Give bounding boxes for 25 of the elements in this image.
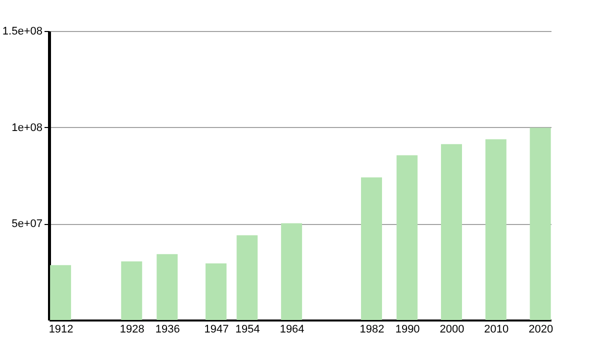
y-tick-label: 1.5e+08 [2, 26, 42, 38]
x-tick-label: 1954 [235, 324, 260, 336]
bar [530, 128, 551, 320]
x-tick-label: 2020 [528, 324, 554, 336]
x-tick-label: 1947 [204, 324, 229, 336]
bar [485, 139, 506, 320]
y-tick-label: 5e+07 [12, 218, 42, 230]
bar [50, 265, 72, 320]
x-tick-label: 1928 [120, 324, 144, 336]
y-tick-label: 1e+08 [12, 122, 42, 134]
bar [156, 254, 178, 320]
bar [236, 235, 258, 320]
x-tick-label: 1936 [155, 324, 180, 336]
x-tick-label: 2010 [484, 324, 509, 336]
x-tick-label: 1990 [395, 324, 420, 336]
bar [281, 223, 302, 320]
x-tick-label: 1912 [48, 324, 74, 336]
bar [361, 177, 382, 320]
x-tick-label: 1964 [280, 324, 304, 336]
bar [440, 144, 462, 320]
x-tick-label: 1982 [360, 324, 384, 336]
bar [206, 263, 227, 320]
x-tick-label: 2000 [440, 324, 464, 336]
bar [121, 261, 142, 320]
bar [396, 155, 418, 320]
